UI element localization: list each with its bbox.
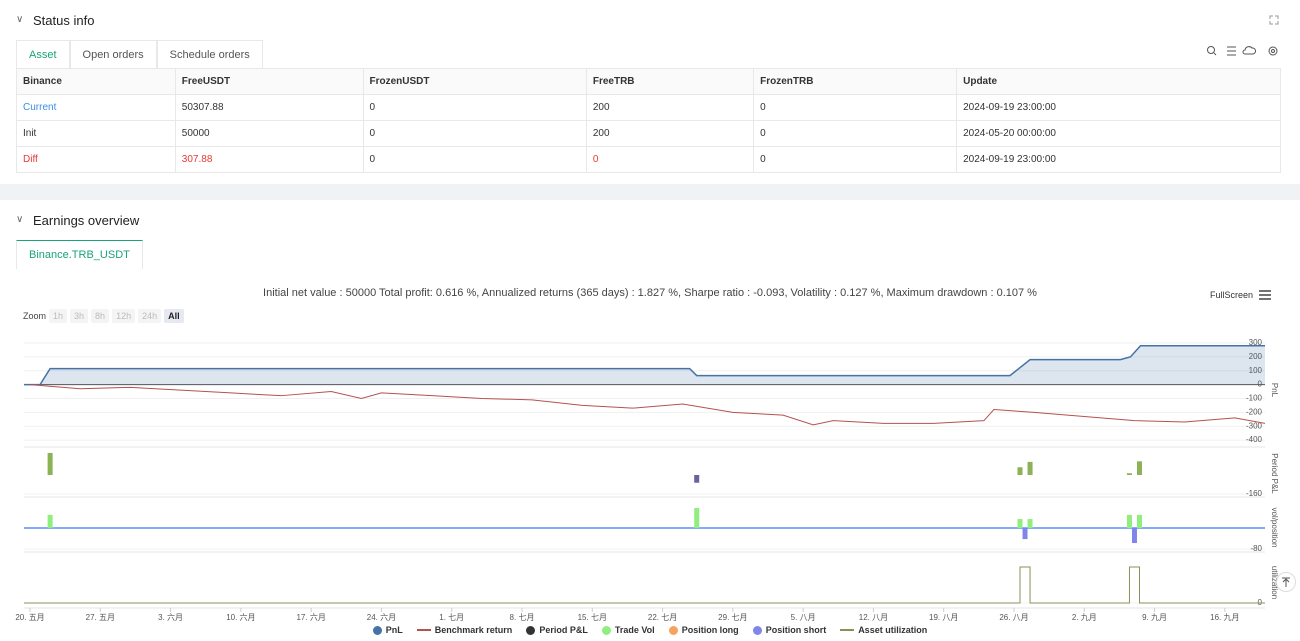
menu-icon[interactable] [1259, 290, 1271, 300]
collapse-icon[interactable]: ∨ [16, 14, 24, 25]
table-cell: 0 [585, 146, 755, 173]
legend-label: Benchmark return [434, 625, 513, 635]
legend-label: Position long [681, 625, 739, 635]
tabs: Binance.TRB_USDT [16, 240, 143, 269]
legend-item[interactable]: Position short [752, 625, 827, 635]
fullscreen-button[interactable]: FullScreen [1210, 290, 1254, 300]
header-cell: FreeUSDT [174, 68, 364, 95]
table-cell: Current [16, 94, 176, 121]
zoom-button[interactable]: 24h [138, 309, 162, 323]
tab[interactable]: Open orders [69, 40, 157, 69]
zoom-bar: Zoom 1h 3h 8h 12h 24h All [23, 309, 184, 323]
status-card: ∨ Status info Asset Open orders Schedule o… [0, 0, 1300, 184]
legend-symbol [601, 625, 611, 635]
legend-symbol [752, 625, 762, 635]
legend-symbol [416, 629, 431, 631]
table-cell: 307.88 [174, 146, 364, 173]
table-row: Diff 307.88 0 0 0 2024-09-19 23:00:00 [16, 146, 1281, 173]
table-row: Current 50307.88 0 200 0 2024-09-19 23:00:00 [16, 94, 1281, 121]
table-cell: 200 [585, 120, 755, 147]
legend-item[interactable]: Position long [668, 625, 739, 635]
legend-item[interactable]: Benchmark return [416, 625, 513, 635]
table-cell: 0 [362, 146, 587, 173]
table-cell: 200 [585, 94, 755, 121]
table-cell: 50307.88 [174, 94, 364, 121]
asset-table: Binance FreeUSDT FrozenUSDT FreeTRB FrozenTR… [16, 68, 1281, 173]
table-cell: 2024-09-19 23:00:00 [956, 94, 1281, 121]
zoom-button[interactable]: 3h [70, 309, 89, 323]
table-cell: 0 [362, 120, 587, 147]
table-cell: Init [16, 120, 176, 147]
zoom-button[interactable]: 8h [91, 309, 110, 323]
legend-label: Asset utilization [858, 625, 928, 635]
zoom-button[interactable]: 12h [112, 309, 136, 323]
legend-label: Period P&L [539, 625, 588, 635]
toolbar-icons[interactable] [1205, 44, 1281, 58]
legend-symbol [668, 625, 678, 635]
legend-label: PnL [385, 625, 403, 635]
table-row: Init 50000 0 200 0 2024-05-20 00:00:00 [16, 120, 1281, 147]
legend-symbol [526, 625, 536, 635]
header-cell: Binance [16, 68, 176, 95]
legend-symbol [372, 625, 382, 635]
legend-item[interactable]: Asset utilization [840, 625, 927, 635]
expand-icon[interactable] [1268, 14, 1280, 26]
header-row: Binance FreeUSDT FrozenUSDT FreeTRB FrozenTR… [16, 68, 1281, 95]
table-cell: 0 [362, 94, 587, 121]
table-cell: 0 [753, 146, 958, 173]
zoom-button[interactable]: 1h [49, 309, 68, 323]
legend-item[interactable]: Trade Vol [601, 625, 655, 635]
summary: Initial net value : 50000 Total profit: … [263, 287, 1037, 299]
section-title: Status info [33, 13, 95, 28]
zoom-label: Zoom [23, 311, 47, 321]
table-cell: 50000 [174, 120, 364, 147]
tabs: Asset Open orders Schedule orders [16, 40, 263, 69]
legend-item[interactable]: PnL [372, 625, 403, 635]
legend: PnL Benchmark return Period P&L Trade Vol Po… [0, 625, 1300, 635]
zoom-button[interactable]: All [164, 309, 184, 323]
table-cell: 0 [753, 120, 958, 147]
header-cell: FrozenUSDT [362, 68, 587, 95]
legend-symbol [840, 629, 855, 631]
tab[interactable]: Binance.TRB_USDT [16, 240, 143, 269]
table-cell: 2024-05-20 00:00:00 [956, 120, 1281, 147]
section-title: Earnings overview [33, 213, 140, 228]
collapse-icon[interactable]: ∨ [16, 214, 24, 225]
header-cell: Update [956, 68, 1281, 95]
header-cell: FrozenTRB [753, 68, 958, 95]
header-cell: FreeTRB [585, 68, 755, 95]
legend-item[interactable]: Period P&L [526, 625, 588, 635]
scroll-top-button[interactable] [1276, 572, 1296, 592]
table-cell: Diff [16, 146, 176, 173]
legend-label: Position short [765, 625, 827, 635]
earnings-card: ∨ Earnings overview Binance.TRB_USDT [0, 200, 1300, 641]
tab[interactable]: Schedule orders [156, 40, 263, 69]
tab[interactable]: Asset [16, 40, 70, 69]
table-cell: 2024-09-19 23:00:00 [956, 146, 1281, 173]
legend-label: Trade Vol [614, 625, 655, 635]
table-cell: 0 [753, 94, 958, 121]
